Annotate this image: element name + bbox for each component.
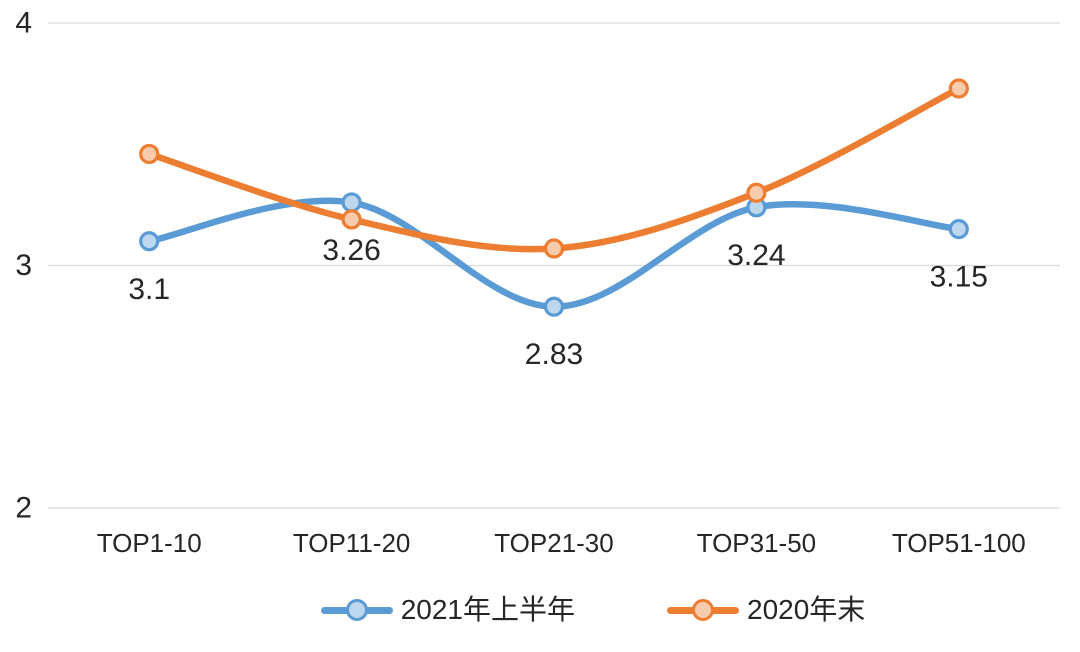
data-point-marker xyxy=(139,231,160,252)
legend-item-0: 2021年上半年 xyxy=(320,594,575,626)
legend-line-marker-icon xyxy=(667,598,739,622)
line-chart: 2 3 4 TOP1-10 TOP11-20 TOP21-30 TOP31-50 TOP51-… xyxy=(15,7,1060,558)
legend-line-marker-icon xyxy=(320,598,393,622)
y-axis-tick-label: 2 xyxy=(15,492,32,525)
x-axis-category-label: TOP31-50 xyxy=(697,528,816,558)
x-axis-category-label: TOP51-100 xyxy=(892,528,1026,558)
x-axis-category-label: TOP21-30 xyxy=(494,528,613,558)
data-point-marker xyxy=(341,192,362,213)
data-label: 3.15 xyxy=(930,261,988,294)
data-point-marker xyxy=(948,219,969,240)
x-axis-category-label: TOP11-20 xyxy=(293,528,411,558)
data-point-marker xyxy=(139,143,160,165)
legend-label: 2020年末 xyxy=(747,594,866,625)
data-label: 2.83 xyxy=(525,338,583,371)
data-label: 3.26 xyxy=(322,234,380,267)
chart-legend: 2021年上半年 2020年末 xyxy=(53,586,1080,634)
data-point-marker xyxy=(948,78,969,99)
data-label: 3.1 xyxy=(128,273,170,306)
y-axis-tick-label: 4 xyxy=(15,7,32,40)
y-axis-tick-label: 3 xyxy=(15,249,32,282)
data-point-marker xyxy=(341,209,362,230)
x-axis-category-label: TOP1-10 xyxy=(97,528,202,558)
data-point-marker xyxy=(746,182,767,203)
data-label: 3.24 xyxy=(727,239,785,272)
data-point-marker xyxy=(543,296,565,317)
series-line-1 xyxy=(145,85,963,253)
legend-label: 2021年上半年 xyxy=(400,594,575,625)
legend-item-1: 2020年末 xyxy=(667,594,865,626)
data-point-marker xyxy=(543,238,565,259)
